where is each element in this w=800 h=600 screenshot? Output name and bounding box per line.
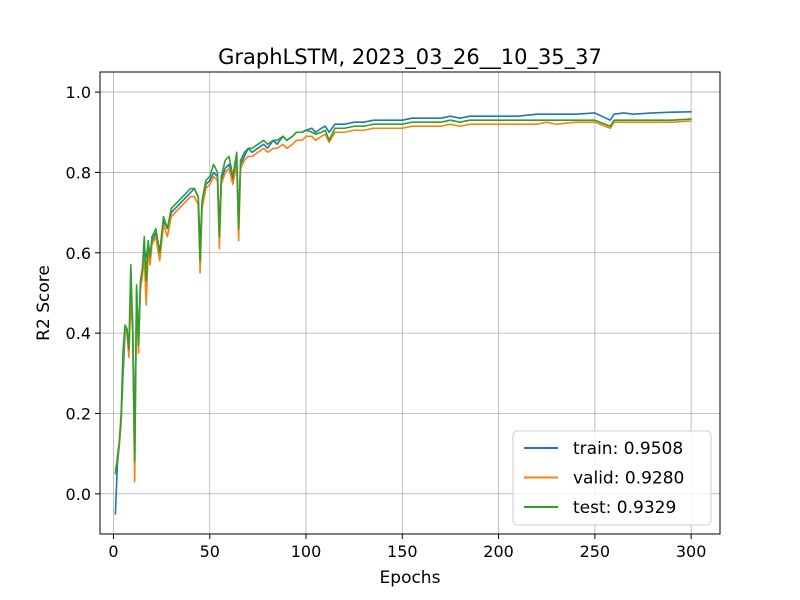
legend: train: 0.9508 valid: 0.9280 test: 0.9329 [512,430,712,526]
x-tick-label: 300 [676,542,707,561]
legend-entry: train: 0.9508 [573,439,683,459]
series-line-test [114,118,692,475]
chart-title: GraphLSTM, 2023_03_26__10_35_37 [218,45,602,70]
y-axis-label: R2 Score [34,265,54,341]
plot-frame [99,71,721,535]
y-tick-label: 0.8 [66,163,91,182]
x-axis: 0 50 100 150 200 250 300 [108,534,706,561]
series-line-valid [114,120,692,483]
y-tick-label: 0.4 [66,324,91,343]
y-tick-label: 0.0 [66,485,91,504]
x-tick-label: 150 [387,542,418,561]
x-tick-label: 100 [291,542,322,561]
x-tick-label: 50 [200,542,220,561]
y-tick-label: 0.6 [66,244,91,263]
grid-lines [100,72,720,534]
y-tick-label: 1.0 [66,83,91,102]
y-axis: 0.0 0.2 0.4 0.6 0.8 1.0 [66,83,100,504]
x-axis-label: Epochs [380,568,441,588]
x-tick-label: 250 [580,542,611,561]
x-tick-label: 0 [108,542,118,561]
plot-area [99,71,721,535]
legend-entry: test: 0.9329 [573,498,676,518]
legend-box [512,430,712,526]
legend-entry: valid: 0.9280 [573,469,684,489]
x-tick-label: 200 [483,542,514,561]
series-layer [114,111,692,515]
y-tick-label: 0.2 [66,404,91,423]
